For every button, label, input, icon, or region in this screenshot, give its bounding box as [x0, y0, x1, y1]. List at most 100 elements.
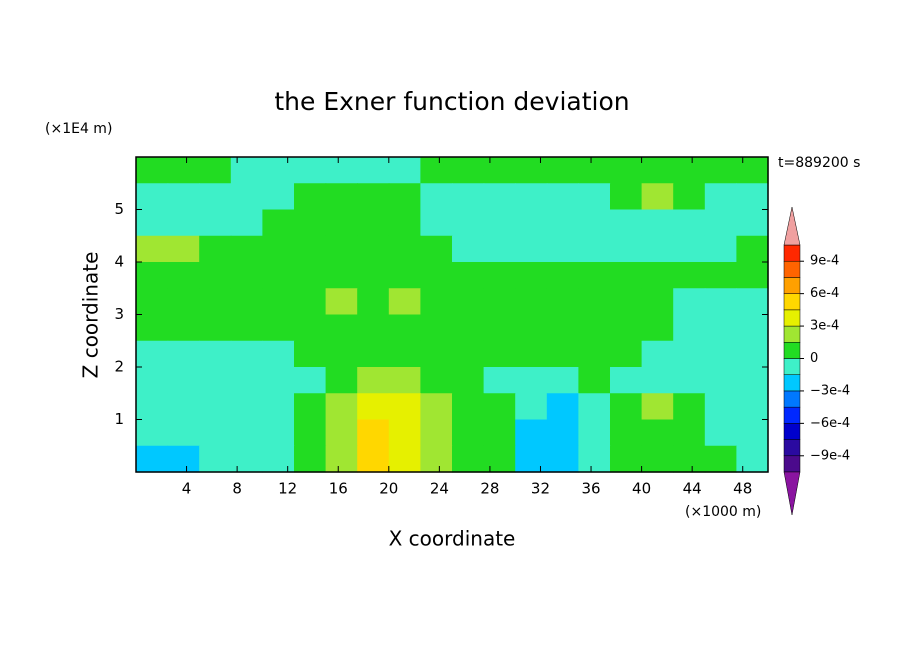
field-cell: [420, 209, 453, 237]
field-cell: [199, 367, 232, 394]
field-cell: [294, 367, 327, 394]
field-cell: [610, 340, 643, 368]
field-cell: [452, 183, 485, 211]
field-cell: [325, 183, 358, 211]
field-cell: [167, 340, 200, 368]
field-cell: [673, 445, 706, 473]
field-cell: [357, 157, 390, 184]
field-cell: [704, 340, 737, 368]
field-cell: [610, 262, 643, 289]
field-cell: [578, 262, 611, 289]
field-cell: [515, 393, 548, 421]
field-cell: [546, 262, 579, 289]
field-cell: [673, 262, 706, 289]
field-cell: [325, 340, 358, 368]
field-cell: [167, 209, 200, 237]
field-cell: [230, 209, 263, 237]
field-cell: [673, 209, 706, 237]
colorbar-band: [783, 423, 801, 440]
field-cell: [483, 288, 516, 316]
field-cell: [420, 314, 453, 342]
field-cell: [546, 419, 579, 447]
x-tick-label: 44: [683, 480, 702, 498]
field-cell: [262, 183, 295, 211]
colorbar-tick-label: −3e-4: [810, 383, 850, 398]
field-cell: [167, 393, 200, 421]
field-cell: [388, 340, 421, 368]
field-cell: [483, 340, 516, 368]
colorbar-tick-label: −9e-4: [810, 448, 850, 463]
field-cell: [230, 235, 263, 263]
field-cell: [388, 393, 421, 421]
field-cell: [610, 393, 643, 421]
field-cell: [641, 393, 674, 421]
field-cell: [736, 209, 769, 237]
field-cell: [736, 445, 769, 473]
field-cell: [294, 314, 327, 342]
time-annotation: t=889200 s: [778, 155, 860, 171]
field-cell: [673, 419, 706, 447]
field-cell: [136, 209, 169, 237]
field-cell: [515, 367, 548, 394]
colorbar-tick-label: 9e-4: [810, 254, 839, 269]
field-cell: [136, 235, 169, 263]
field-cell: [736, 393, 769, 421]
field-cell: [736, 288, 769, 316]
field-cell: [673, 235, 706, 263]
field-cell: [483, 209, 516, 237]
field-cell: [199, 340, 232, 368]
field-cell: [357, 340, 390, 368]
field-cell: [610, 445, 643, 473]
field-cell: [704, 183, 737, 211]
field-cell: [357, 419, 390, 447]
field-cell: [325, 445, 358, 473]
field-cell: [515, 340, 548, 368]
field-cell: [610, 157, 643, 184]
field-cell: [736, 157, 769, 184]
field-cell: [388, 367, 421, 394]
field-cell: [230, 393, 263, 421]
colorbar-tick-label: 6e-4: [810, 286, 839, 301]
field-cell: [515, 183, 548, 211]
field-cell: [294, 393, 327, 421]
field-cell: [325, 419, 358, 447]
field-cell: [452, 262, 485, 289]
field-cell: [515, 157, 548, 184]
field-cell: [136, 445, 169, 473]
field-cell: [483, 314, 516, 342]
field-cell: [167, 445, 200, 473]
field-cell: [704, 445, 737, 473]
colorbar-band: [783, 374, 801, 392]
field-cell: [136, 288, 169, 316]
field-cell: [199, 445, 232, 473]
field-cell: [167, 288, 200, 316]
field-cell: [483, 157, 516, 184]
field-cell: [294, 209, 327, 237]
field-cell: [262, 419, 295, 447]
y-tick-label: 5: [114, 200, 124, 218]
field-cell: [641, 288, 674, 316]
field-cell: [483, 235, 516, 263]
field-cell: [262, 314, 295, 342]
field-cell: [325, 209, 358, 237]
colorbar-band: [783, 358, 801, 375]
field-cell: [136, 157, 169, 184]
field-cell: [452, 314, 485, 342]
field-cell: [673, 157, 706, 184]
colorbar-tick-label: 0: [810, 351, 818, 366]
field-cell: [294, 262, 327, 289]
field-cell: [641, 262, 674, 289]
field-cell: [357, 445, 390, 473]
field-cell: [420, 367, 453, 394]
x-tick-label: 4: [182, 480, 192, 498]
field-cell: [262, 288, 295, 316]
field-cell: [673, 314, 706, 342]
field-cell: [262, 340, 295, 368]
field-cell: [357, 367, 390, 394]
x-tick-label: 20: [379, 480, 398, 498]
field-cell: [230, 419, 263, 447]
field-cell: [515, 314, 548, 342]
x-tick-label: 32: [531, 480, 550, 498]
x-tick-label: 8: [232, 480, 242, 498]
